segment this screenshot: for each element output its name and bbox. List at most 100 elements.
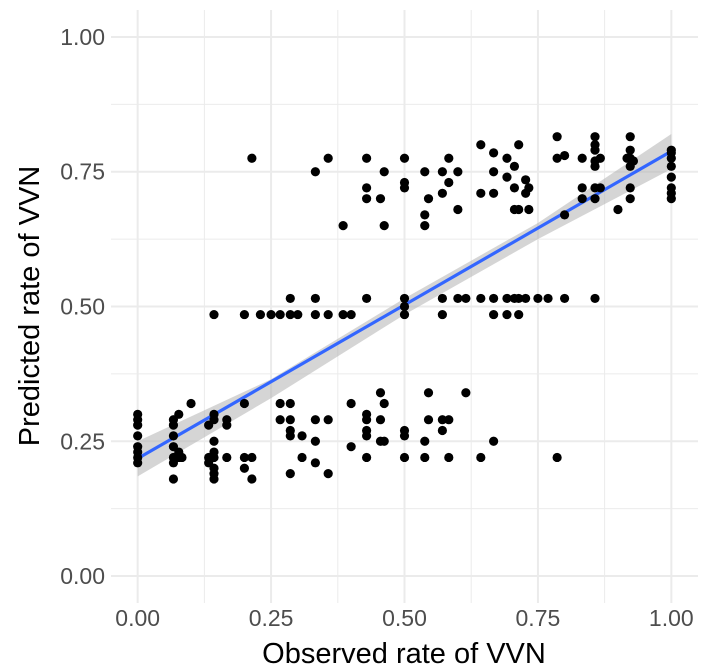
data-point: [509, 161, 520, 171]
x-axis-title: Observed rate of VVN: [262, 638, 546, 669]
data-point: [514, 204, 524, 215]
data-point: [362, 425, 372, 436]
x-tick-label: 0.50: [382, 605, 427, 631]
data-point: [590, 140, 600, 150]
data-point: [476, 188, 486, 198]
data-point: [247, 153, 257, 163]
data-point: [310, 415, 320, 425]
data-point: [285, 309, 295, 320]
data-point: [323, 153, 333, 163]
data-point: [533, 293, 543, 304]
data-point: [502, 293, 512, 304]
data-point: [420, 221, 430, 231]
data-point: [310, 436, 320, 446]
data-point: [453, 293, 463, 304]
data-point: [399, 301, 410, 312]
data-point: [174, 409, 184, 419]
data-point: [323, 415, 333, 425]
data-point: [476, 452, 486, 463]
data-point: [168, 474, 179, 484]
data-point: [437, 188, 447, 198]
data-point: [379, 436, 389, 446]
data-point: [255, 309, 266, 320]
data-point: [285, 293, 295, 304]
data-point: [625, 145, 635, 155]
data-point: [209, 409, 219, 419]
data-point: [399, 177, 410, 188]
data-point: [625, 132, 635, 142]
data-point: [375, 388, 386, 398]
data-point: [461, 388, 471, 398]
x-tick-label: 0.00: [115, 605, 160, 631]
y-axis-ticks: 0.00 0.25 0.50 0.75 1.00: [60, 24, 105, 589]
data-point: [502, 153, 512, 163]
data-point: [209, 436, 219, 446]
data-point: [453, 167, 463, 177]
data-point: [514, 293, 524, 304]
data-point: [209, 463, 219, 473]
data-point: [338, 221, 348, 231]
x-tick-label: 0.25: [249, 605, 294, 631]
data-point: [285, 469, 295, 479]
data-point: [514, 140, 524, 150]
data-point: [489, 148, 499, 158]
data-point: [310, 293, 320, 304]
data-point: [285, 415, 295, 425]
data-point: [275, 398, 285, 409]
data-point: [168, 431, 179, 441]
data-point: [453, 204, 463, 215]
data-point: [444, 415, 454, 425]
data-point: [239, 463, 250, 473]
data-point: [628, 156, 639, 166]
data-point: [186, 398, 196, 409]
data-point: [285, 398, 295, 409]
data-point: [423, 388, 434, 398]
data-point: [552, 153, 562, 163]
data-point: [552, 132, 562, 142]
data-point: [310, 458, 320, 468]
data-point: [489, 167, 499, 177]
data-point: [577, 153, 587, 163]
data-point: [444, 153, 454, 163]
data-point: [375, 194, 386, 204]
data-point: [666, 145, 676, 155]
data-point: [489, 188, 499, 198]
data-point: [666, 172, 676, 182]
data-point: [239, 398, 250, 409]
points-group: [133, 132, 676, 484]
y-tick-label: 0.00: [60, 563, 105, 589]
y-tick-label: 0.25: [60, 428, 105, 454]
data-point: [420, 210, 430, 220]
data-point: [489, 436, 499, 446]
data-point: [346, 309, 356, 320]
data-point: [461, 293, 471, 304]
data-point: [444, 452, 454, 463]
data-point: [285, 425, 295, 436]
data-point: [489, 309, 499, 320]
data-point: [559, 293, 570, 304]
data-point: [420, 436, 430, 446]
data-point: [437, 309, 447, 320]
data-point: [266, 309, 276, 320]
data-point: [577, 183, 587, 193]
data-point: [625, 194, 635, 204]
data-point: [521, 175, 531, 185]
data-point: [323, 469, 333, 479]
x-tick-label: 0.75: [516, 605, 561, 631]
data-point: [502, 172, 512, 182]
data-point: [524, 183, 534, 193]
data-point: [590, 132, 600, 142]
data-point: [310, 167, 320, 177]
data-point: [590, 293, 600, 304]
data-point: [476, 140, 486, 150]
data-point: [399, 425, 410, 436]
data-point: [399, 452, 410, 463]
data-point: [613, 204, 623, 215]
data-point: [489, 293, 499, 304]
data-point: [346, 442, 356, 452]
data-point: [323, 309, 333, 320]
data-point: [590, 194, 600, 204]
data-point: [521, 293, 531, 304]
data-point: [346, 398, 356, 409]
